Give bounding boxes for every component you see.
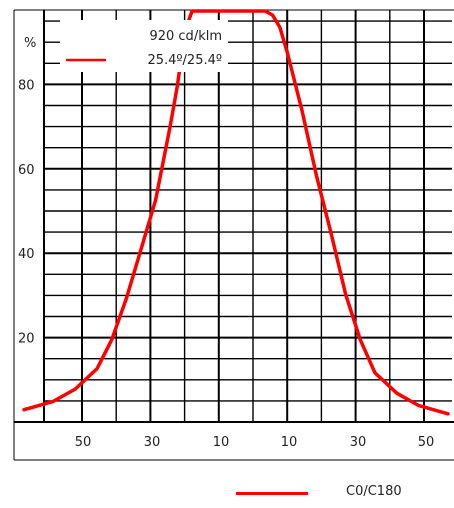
- chart-svg: 20 40 60 80 50 30 10 10 30 50 % 920 cd/klm 25.4º…: [13, 9, 454, 461]
- x-tick-label: 50: [418, 435, 435, 450]
- legend-intensity-label: 920 cd/klm: [149, 29, 222, 44]
- legend-box: 920 cd/klm 25.4º/25.4º: [60, 20, 228, 72]
- series-line-c0-c180: [22, 9, 450, 416]
- bottom-legend-label: C0/C180: [346, 484, 402, 499]
- bottom-legend-line: [236, 492, 308, 495]
- y-tick-labels: 20 40 60 80: [18, 78, 35, 346]
- x-tick-label: 50: [75, 435, 92, 450]
- x-tick-labels: 50 30 10 10 30 50: [75, 435, 435, 450]
- legend-background: [60, 20, 228, 72]
- bottom-legend: C0/C180: [0, 478, 454, 508]
- grid: [44, 10, 452, 422]
- x-tick-label: 10: [213, 435, 230, 450]
- axes: [13, 9, 454, 461]
- x-tick-label: 10: [281, 435, 298, 450]
- y-tick-label: 20: [18, 332, 35, 347]
- y-tick-label: 40: [18, 247, 35, 262]
- x-tick-label: 30: [144, 435, 161, 450]
- y-tick-label: 60: [18, 163, 35, 178]
- x-tick-label: 30: [350, 435, 367, 450]
- legend-series-label: 25.4º/25.4º: [147, 53, 222, 68]
- y-axis-unit-label: %: [24, 36, 36, 51]
- y-tick-label: 80: [18, 78, 35, 93]
- curve-layer: [22, 9, 450, 416]
